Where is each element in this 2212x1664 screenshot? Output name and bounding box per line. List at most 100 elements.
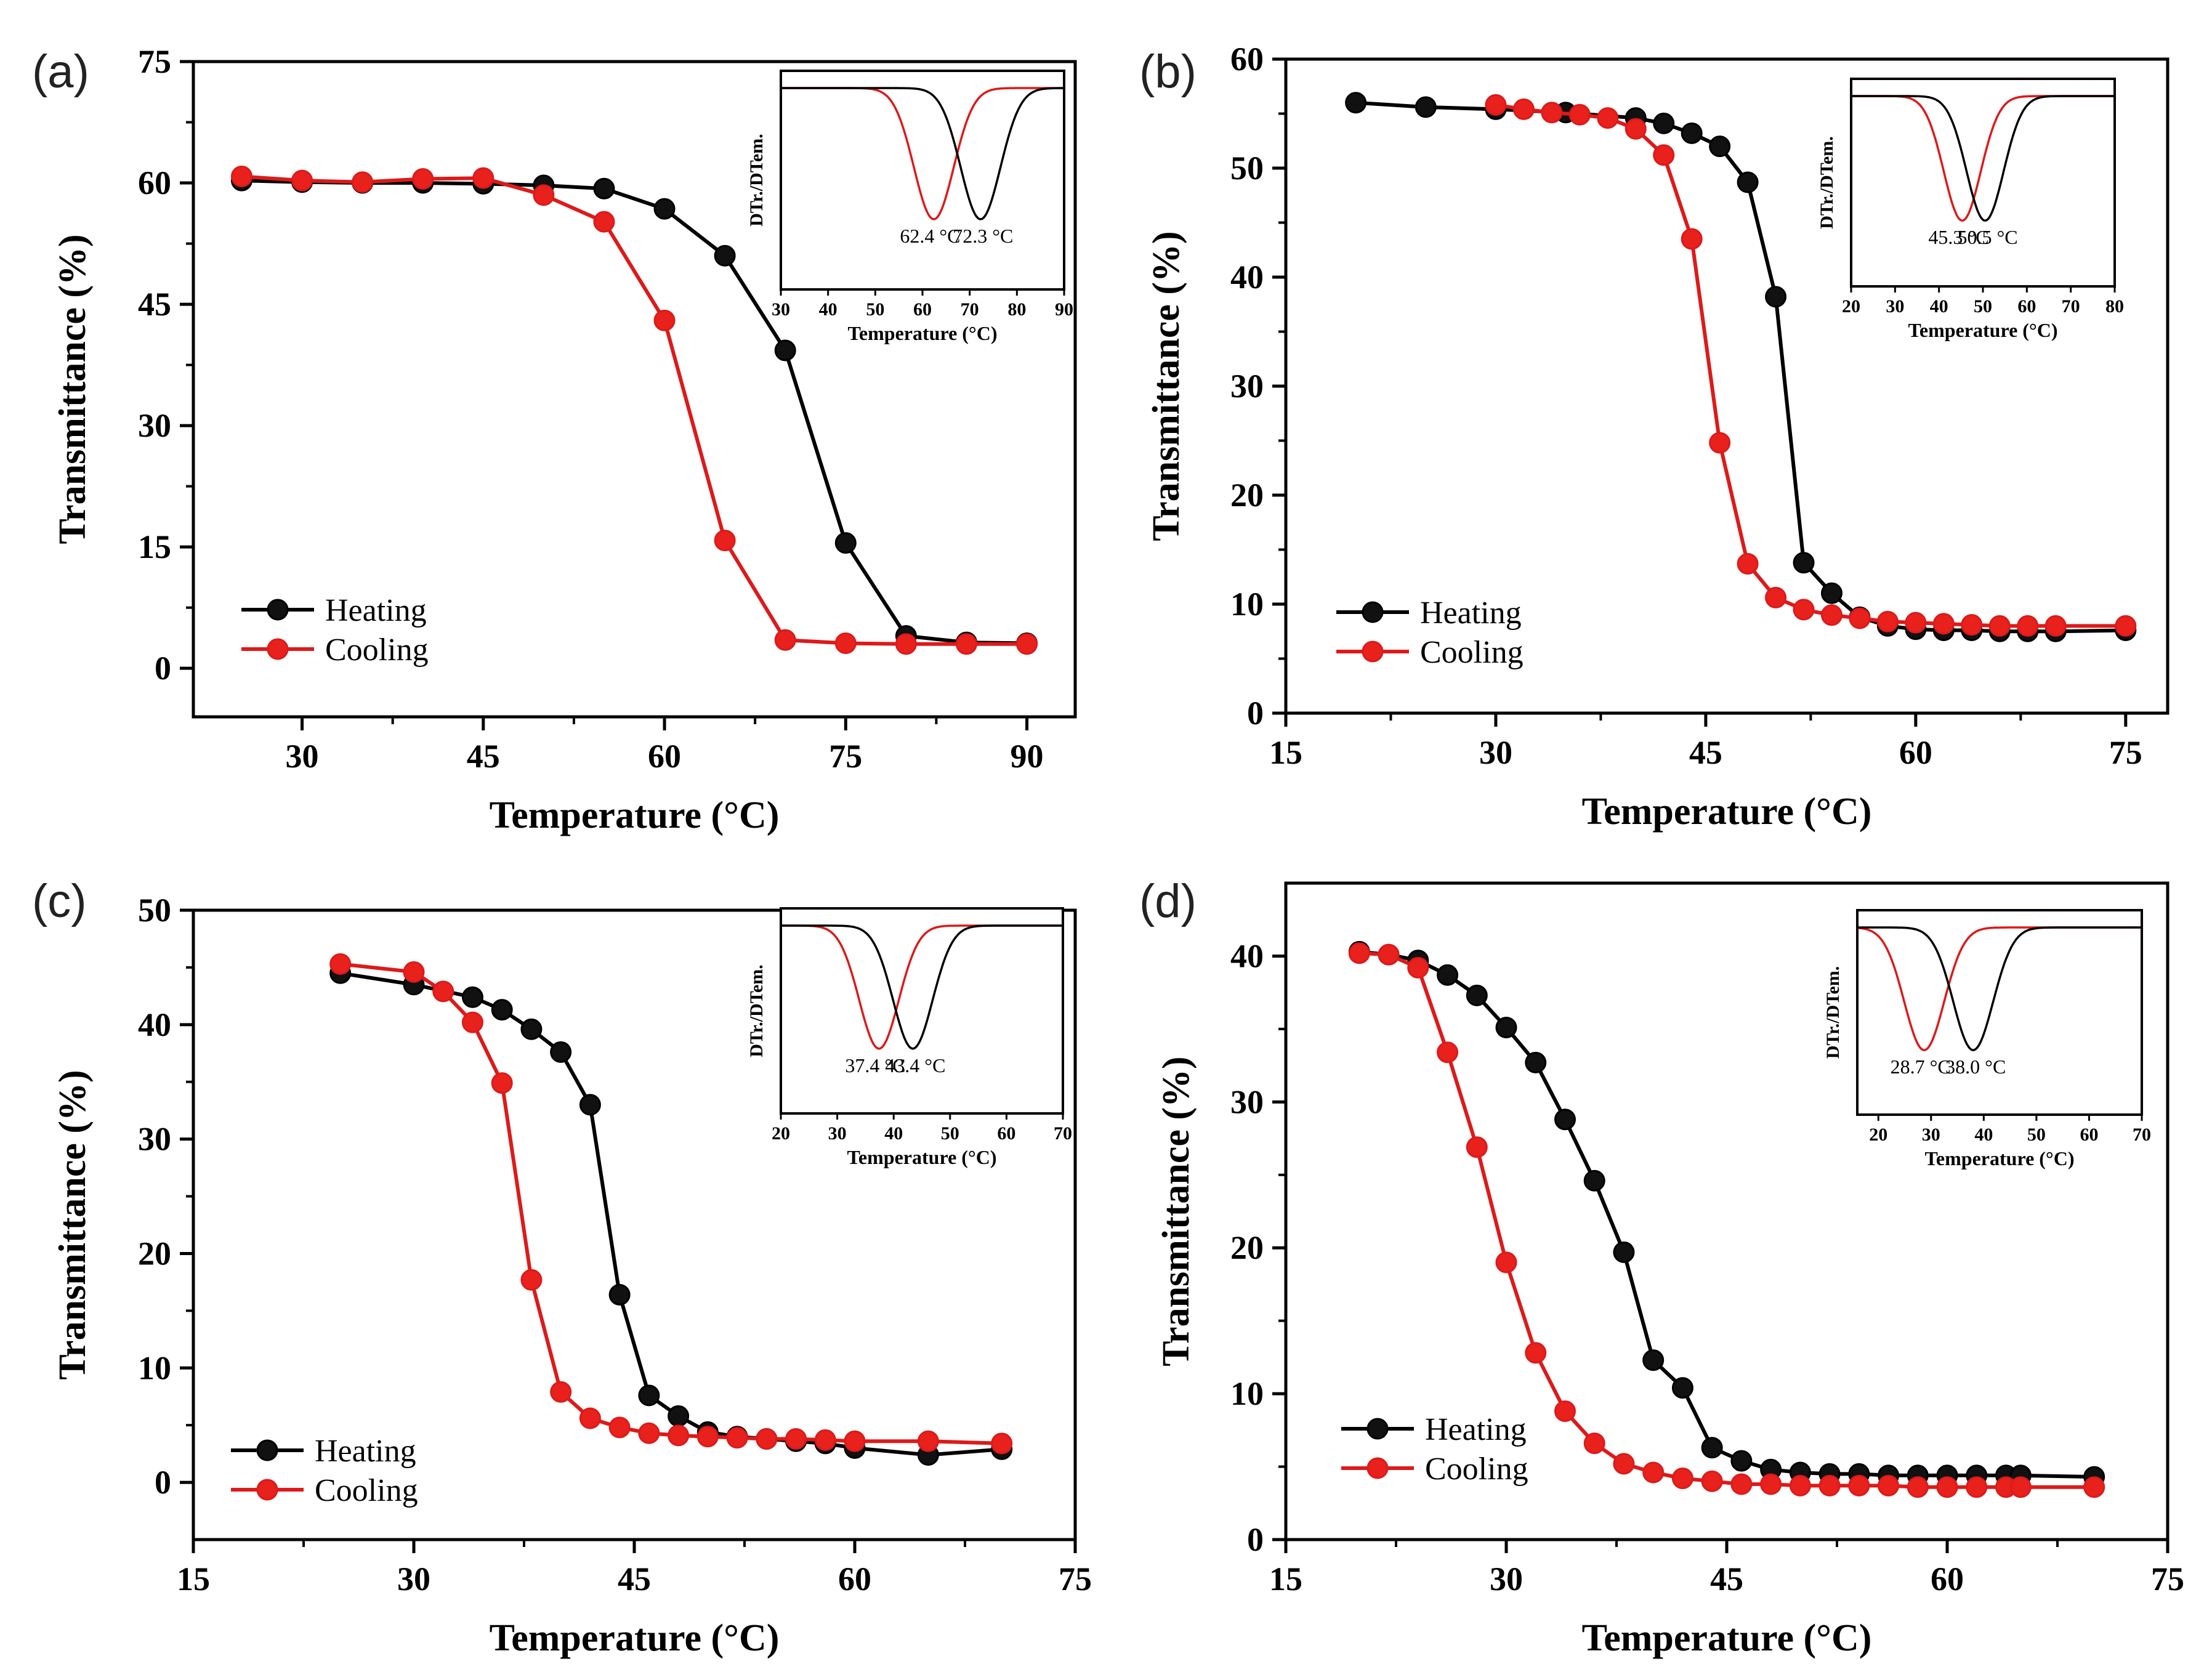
data-point-cooling: [774, 629, 796, 651]
inset-x-tick-label: 30: [1886, 296, 1904, 317]
x-tick-label: 90: [1011, 738, 1044, 775]
inset-x-tick-label: 20: [772, 1123, 790, 1144]
data-point-cooling: [1988, 615, 2011, 637]
data-point-cooling: [1818, 1474, 1841, 1496]
inset-y-axis-label: DTr./DTem.: [746, 134, 767, 227]
data-point-heating: [653, 198, 676, 220]
data-point-cooling: [1681, 228, 1703, 250]
data-point-cooling: [291, 169, 313, 192]
inset-y-axis-label: DTr./DTem.: [746, 964, 767, 1057]
data-point-cooling: [1737, 553, 1759, 575]
inset: 30 40 50 60 70 80 90 Temperature (°C) DTr./DTem.…: [746, 70, 1073, 344]
data-point-cooling: [696, 1426, 719, 1448]
data-point-cooling: [1793, 599, 1815, 621]
panel-a: (a) 30 45 60 75 90 0 15 30 45 60 75 Temperature (°C)…: [32, 43, 1077, 836]
data-point-cooling: [1730, 1473, 1753, 1495]
x-tick-label: 60: [1931, 1561, 1964, 1597]
inset-x-tick-label: 20: [1869, 1125, 1887, 1145]
inset-x-tick-label: 40: [884, 1123, 903, 1144]
y-tick-label: 40: [1230, 259, 1264, 296]
x-axis-label: Temperature (°C): [1582, 1617, 1872, 1659]
data-point-cooling: [1525, 1342, 1547, 1364]
x-tick-label: 15: [1269, 1561, 1302, 1597]
data-point-heating: [1613, 1241, 1635, 1263]
data-point-heating: [1737, 171, 1759, 193]
data-point-cooling: [1348, 942, 1370, 964]
panel-label: (a): [32, 46, 89, 98]
panel-label: (b): [1139, 46, 1197, 98]
data-point-heating: [1583, 1169, 1605, 1192]
y-tick-label: 15: [138, 528, 171, 565]
x-tick-label: 45: [618, 1561, 651, 1597]
data-point-cooling: [1760, 1473, 1782, 1495]
data-point-cooling: [1541, 102, 1563, 124]
legend-label-heating: Heating: [325, 593, 427, 628]
data-point-cooling: [2017, 615, 2039, 637]
inset-x-tick-label: 40: [819, 299, 838, 320]
data-point-heating: [1437, 964, 1459, 986]
legend-marker-heating: [1362, 601, 1384, 623]
y-tick-label: 0: [1247, 1521, 1264, 1558]
data-point-cooling: [955, 633, 977, 655]
y-tick-label: 10: [1230, 1375, 1264, 1412]
legend-marker-heating: [256, 1439, 278, 1461]
inset-peak-label: 45.3 °C: [1928, 226, 1988, 248]
inset-x-tick-label: 30: [828, 1123, 847, 1144]
data-point-cooling: [1625, 118, 1647, 140]
data-point-cooling: [1554, 1400, 1576, 1423]
legend-marker-cooling: [1362, 640, 1384, 663]
inset-x-tick-label: 60: [2017, 296, 2036, 317]
data-point-heating: [668, 1405, 690, 1427]
x-axis-label: Temperature (°C): [1582, 791, 1872, 833]
data-point-cooling: [756, 1428, 778, 1450]
inset-x-tick-label: 90: [1055, 299, 1073, 320]
legend-marker-cooling: [1366, 1457, 1389, 1479]
inset-frame: [1856, 909, 2143, 1116]
legend-marker-cooling: [256, 1479, 278, 1501]
y-tick-label: 45: [138, 286, 171, 323]
inset-peak-label: 50.5 °C: [1957, 226, 2017, 248]
data-point-cooling: [1016, 633, 1038, 655]
inset-x-tick-label: 40: [1974, 1125, 1993, 1145]
inset-curve-heating: [781, 924, 1063, 1050]
x-tick-label: 45: [1710, 1561, 1743, 1597]
y-tick-label: 20: [1230, 1229, 1264, 1266]
x-tick-label: 60: [1899, 734, 1932, 771]
data-point-heating: [834, 532, 857, 554]
data-point-heating: [1345, 92, 1367, 114]
data-point-cooling: [844, 1430, 866, 1452]
data-point-heating: [1642, 1349, 1665, 1371]
legend-label-heating: Heating: [1420, 596, 1522, 631]
series-line-cooling: [1495, 103, 2126, 628]
data-point-heating: [1653, 112, 1675, 134]
inset-peak-label: 38.0 °C: [1945, 1056, 2006, 1078]
y-tick-label: 50: [138, 892, 171, 929]
data-point-cooling: [1789, 1474, 1811, 1496]
x-tick-label: 75: [2151, 1561, 2184, 1597]
data-point-cooling: [1709, 432, 1731, 454]
data-point-cooling: [638, 1422, 660, 1444]
plot-frame: [192, 60, 1077, 719]
data-point-cooling: [1653, 144, 1675, 166]
data-point-cooling: [1701, 1470, 1723, 1492]
x-tick-label: 15: [1269, 734, 1302, 771]
inset-peak-label: 72.3 °C: [953, 225, 1013, 247]
data-point-cooling: [1876, 610, 1899, 632]
data-point-heating: [714, 244, 736, 267]
inset-x-tick-label: 50: [941, 1123, 959, 1144]
data-point-cooling: [432, 980, 454, 1003]
inset: 20 30 40 50 60 70 Temperature (°C) DTr./DTem. 28…: [1823, 909, 2151, 1169]
y-axis-label: Transmittance (%): [1145, 231, 1187, 541]
legend-label-cooling: Cooling: [325, 632, 429, 668]
data-point-heating: [1554, 1109, 1576, 1131]
data-point-cooling: [550, 1381, 572, 1403]
legend-label-heating: Heating: [1425, 1412, 1527, 1447]
data-point-heating: [638, 1384, 660, 1407]
data-point-heating: [1466, 984, 1488, 1006]
inset-x-tick-label: 20: [1842, 296, 1860, 317]
y-tick-label: 10: [138, 1349, 171, 1386]
inset-y-axis-label: DTr./DTem.: [1817, 136, 1837, 229]
legend-label-cooling: Cooling: [1425, 1452, 1528, 1487]
